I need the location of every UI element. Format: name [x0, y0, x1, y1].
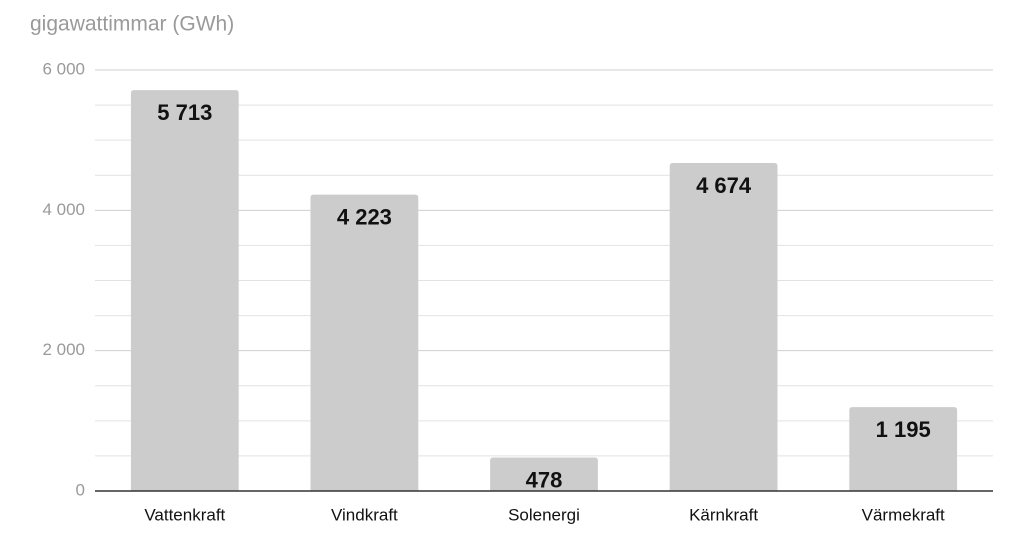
x-tick-label: Vattenkraft	[144, 505, 225, 524]
bar	[310, 194, 419, 492]
x-tick-label: Vindkraft	[331, 505, 398, 524]
x-tick-label: Värmekraft	[862, 505, 945, 524]
y-tick-label: 4 000	[42, 200, 85, 219]
value-label: 4 674	[696, 173, 752, 198]
value-label: 5 713	[157, 100, 212, 125]
x-tick-label: Solenergi	[508, 505, 580, 524]
value-label: 4 223	[337, 204, 392, 229]
value-label: 478	[526, 467, 563, 492]
y-tick-label: 2 000	[42, 340, 85, 359]
axis-title: gigawattimmar (GWh)	[30, 13, 234, 36]
bar	[130, 90, 239, 492]
bar	[669, 163, 778, 491]
y-tick-label: 0	[76, 480, 85, 499]
bar	[490, 457, 598, 491]
y-tick-label: 6 000	[42, 59, 85, 78]
x-tick-label: Kärnkraft	[689, 505, 758, 524]
bar	[849, 407, 958, 491]
value-label: 1 195	[876, 417, 931, 442]
